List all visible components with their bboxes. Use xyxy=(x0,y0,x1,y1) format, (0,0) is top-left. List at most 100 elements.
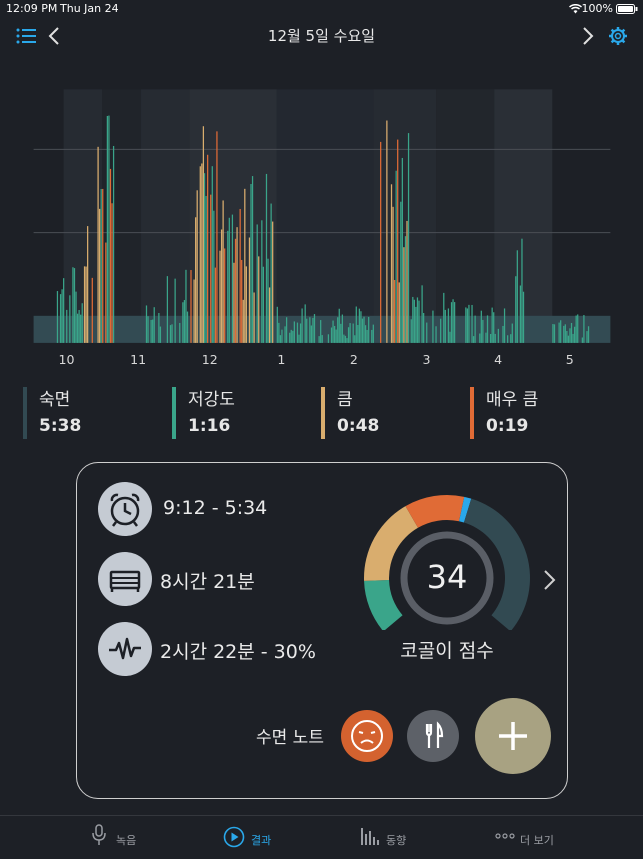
battery-icon xyxy=(616,4,638,14)
gear-icon[interactable] xyxy=(608,26,628,46)
snore-spike xyxy=(112,145,115,343)
snore-spike xyxy=(407,133,410,343)
legend-value: 5:38 xyxy=(39,416,82,436)
legend-value: 0:48 xyxy=(337,416,380,436)
snore-spike xyxy=(234,238,237,343)
snore-spike xyxy=(390,184,393,343)
snore-spike xyxy=(515,276,517,343)
x-tick-label: 5 xyxy=(566,352,574,367)
snore-spike xyxy=(81,303,83,343)
snore-spike xyxy=(211,166,213,343)
x-tick-label: 12 xyxy=(202,352,218,367)
snore-spike xyxy=(109,168,112,343)
snore-spike xyxy=(241,259,243,343)
snore-spike xyxy=(100,189,102,343)
snore-spike xyxy=(91,277,93,343)
snore-spike xyxy=(401,157,403,343)
snore-spike xyxy=(85,266,87,343)
snore-spike xyxy=(482,319,484,343)
snore-spike xyxy=(219,250,221,343)
snore-spike xyxy=(289,332,291,343)
snore-spike xyxy=(233,262,235,343)
snore-spike xyxy=(193,279,195,343)
snore-spike xyxy=(450,302,453,343)
snore-spike xyxy=(398,282,400,343)
x-tick-label: 3 xyxy=(422,352,430,367)
snore-spike xyxy=(320,320,322,343)
snore-spike xyxy=(228,217,230,343)
snore-spike xyxy=(313,314,316,343)
snore-spike xyxy=(150,319,152,343)
snore-spike xyxy=(248,237,251,343)
snore-spike xyxy=(502,325,504,343)
snore-spike xyxy=(586,331,588,343)
snore-spike xyxy=(347,327,350,343)
snore-spike xyxy=(357,325,359,343)
recording-segment-band xyxy=(276,89,374,343)
snore-spike xyxy=(267,258,269,343)
snore-spike xyxy=(220,229,223,343)
legend-value: 0:19 xyxy=(486,416,529,436)
legend-swatch xyxy=(470,387,474,439)
snore-spike xyxy=(361,318,364,343)
list-icon[interactable] xyxy=(16,28,36,44)
snore-spike xyxy=(108,115,110,343)
status-bar: 12:09 PM Thu Jan 24 100% xyxy=(0,0,643,18)
chevron-right-icon[interactable] xyxy=(543,569,557,591)
snore-spike xyxy=(393,280,396,343)
snore-spike xyxy=(344,335,347,343)
snore-spike xyxy=(174,278,176,343)
plus-icon xyxy=(499,722,527,750)
legend-value: 1:16 xyxy=(188,416,231,436)
snore-spike xyxy=(332,320,334,343)
snore-spike xyxy=(330,327,333,343)
legend-swatch xyxy=(23,387,27,439)
snore-spike xyxy=(338,308,340,343)
microphone-icon xyxy=(92,824,106,845)
snore-spike xyxy=(569,328,571,343)
x-tick-label: 10 xyxy=(58,352,74,367)
legend-label: 매우 큼 xyxy=(486,390,539,410)
snore-spike xyxy=(76,313,79,343)
gauge-segment-loud xyxy=(364,506,418,581)
snore-spike xyxy=(564,324,566,343)
snore-spike xyxy=(186,311,189,343)
snore-spike xyxy=(61,289,63,343)
snore-spike xyxy=(497,328,499,343)
chevron-right-icon[interactable] xyxy=(582,27,594,45)
snore-spike xyxy=(567,335,570,343)
snore-spike xyxy=(349,323,351,343)
snore-score-gauge[interactable] xyxy=(360,490,535,630)
snore-spike xyxy=(75,291,77,343)
sleep-time-range: 9:12 - 5:34 xyxy=(163,497,268,519)
snore-spike xyxy=(421,285,423,343)
snore-spike xyxy=(404,236,407,343)
chevron-left-icon[interactable] xyxy=(48,27,60,45)
snore-spike xyxy=(183,300,186,343)
snore-spike xyxy=(106,115,109,343)
snore-spike xyxy=(72,267,74,343)
snore-spike xyxy=(179,322,181,343)
mood-face-button[interactable] xyxy=(341,710,393,762)
add-note-button[interactable] xyxy=(475,698,551,774)
snore-spike xyxy=(304,304,306,343)
snore-spike xyxy=(318,336,320,343)
snore-spike xyxy=(474,315,476,343)
snore-spike xyxy=(577,314,579,343)
tab-label: 더 보기 xyxy=(520,834,554,847)
snore-spike xyxy=(440,318,442,343)
snore-spike xyxy=(485,332,487,343)
snore-spike xyxy=(196,190,198,343)
snore-spike xyxy=(296,322,299,343)
snore-spike xyxy=(465,307,467,343)
snore-spike xyxy=(216,131,218,343)
snore-spike xyxy=(346,338,348,343)
snore-spike xyxy=(570,322,573,343)
snore-spike xyxy=(516,250,518,343)
food-button[interactable] xyxy=(407,710,459,762)
snore-spike xyxy=(341,314,343,343)
legend-loud: 큼 0:48 xyxy=(321,385,461,441)
snore-spike xyxy=(285,317,288,343)
snore-spike xyxy=(202,126,205,343)
snore-spike xyxy=(553,324,556,343)
